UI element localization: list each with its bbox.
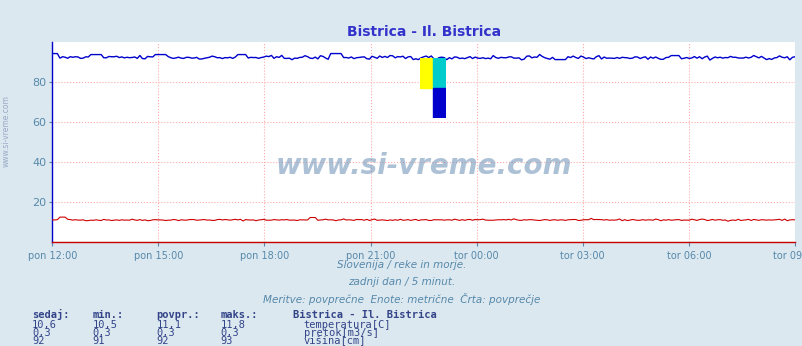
Text: www.si-vreme.com: www.si-vreme.com — [2, 95, 11, 167]
Title: Bistrica - Il. Bistrica: Bistrica - Il. Bistrica — [346, 25, 500, 39]
Text: temperatura[C]: temperatura[C] — [303, 320, 391, 330]
Text: 0,3: 0,3 — [32, 328, 51, 338]
Text: 92: 92 — [32, 336, 45, 346]
Text: 0,3: 0,3 — [92, 328, 111, 338]
Text: maks.:: maks.: — [221, 310, 258, 320]
Text: 11,1: 11,1 — [156, 320, 181, 330]
Text: 0,3: 0,3 — [221, 328, 239, 338]
Text: 93: 93 — [221, 336, 233, 346]
Text: sedaj:: sedaj: — [32, 309, 70, 320]
Text: 10,5: 10,5 — [92, 320, 117, 330]
Text: višina[cm]: višina[cm] — [303, 336, 366, 346]
Text: min.:: min.: — [92, 310, 124, 320]
Text: Meritve: povprečne  Enote: metrične  Črta: povprečje: Meritve: povprečne Enote: metrične Črta:… — [262, 293, 540, 305]
Text: pretok[m3/s]: pretok[m3/s] — [303, 328, 378, 338]
Text: 0,3: 0,3 — [156, 328, 175, 338]
Text: 11,8: 11,8 — [221, 320, 245, 330]
Text: www.si-vreme.com: www.si-vreme.com — [275, 152, 571, 180]
Text: 92: 92 — [156, 336, 169, 346]
Text: 91: 91 — [92, 336, 105, 346]
Text: povpr.:: povpr.: — [156, 310, 200, 320]
Text: zadnji dan / 5 minut.: zadnji dan / 5 minut. — [347, 277, 455, 288]
Text: Bistrica - Il. Bistrica: Bistrica - Il. Bistrica — [293, 310, 436, 320]
Text: Slovenija / reke in morje.: Slovenija / reke in morje. — [336, 260, 466, 270]
Text: 10,6: 10,6 — [32, 320, 57, 330]
